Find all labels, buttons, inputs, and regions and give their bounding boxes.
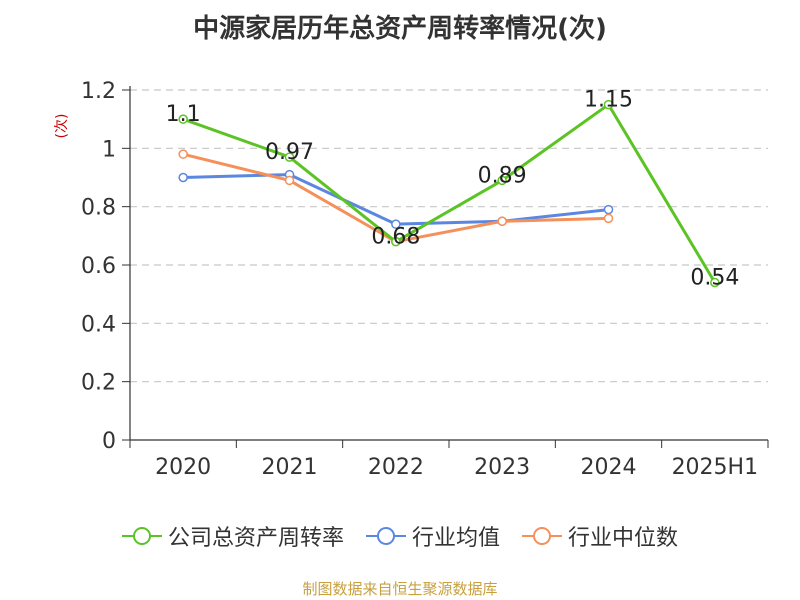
series-point-0 (284, 152, 295, 162)
y-tick-label: 0.8 (81, 196, 116, 221)
data-label: 1.1 (166, 102, 201, 127)
chart-title: 中源家居历年总资产周转率情况(次) (193, 14, 607, 44)
y-tick-label: 1 (102, 137, 116, 162)
series-point-0 (603, 99, 614, 110)
series-point-1 (391, 219, 401, 229)
x-tick-label: 2024 (581, 455, 637, 480)
data-label: 0.68 (371, 225, 420, 250)
legend-item-industry-mean[interactable]: 行业均值 (365, 520, 500, 552)
x-tick-label: 2025H1 (672, 455, 759, 480)
series-point-0 (497, 175, 507, 186)
chart-legend: 公司总资产周转率 行业均值 行业中位数 (0, 520, 800, 552)
legend-marker-industry-median (522, 527, 562, 545)
series-point-0 (178, 114, 188, 124)
series-point-0 (710, 277, 720, 288)
series-point-2 (603, 213, 614, 224)
series-point-1 (178, 172, 188, 183)
series-point-0 (391, 236, 401, 247)
x-tick-label: 2022 (368, 455, 424, 480)
data-source-note: 制图数据来自恒生聚源数据库 (302, 580, 498, 598)
legend-label-industry-median: 行业中位数 (568, 526, 679, 551)
x-tick-label: 2023 (474, 455, 530, 480)
x-tick-label: 2021 (262, 455, 318, 480)
y-tick-label: 0.4 (81, 312, 116, 337)
legend-label-industry-mean: 行业均值 (411, 526, 500, 551)
y-axis-unit-label: (次) (54, 114, 70, 139)
y-tick-label: 0.2 (81, 371, 116, 396)
legend-label-company: 公司总资产周转率 (167, 526, 344, 551)
y-tick-label: 0 (102, 429, 116, 454)
data-label: 1.15 (584, 88, 633, 113)
data-label: 0.89 (478, 163, 527, 188)
y-tick-label: 0.6 (81, 254, 116, 279)
x-tick-label: 2020 (155, 455, 211, 480)
series-point-2 (284, 175, 295, 186)
legend-item-industry-median[interactable]: 行业中位数 (522, 520, 678, 552)
series-line-0 (182, 103, 717, 284)
legend-item-company[interactable]: 公司总资产周转率 (121, 520, 344, 552)
legend-marker-industry-mean (365, 527, 406, 545)
y-tick-label: 1.2 (81, 79, 116, 104)
series-point-2 (178, 149, 188, 159)
data-label: 0.54 (690, 266, 739, 291)
series-line-1 (183, 173, 609, 226)
legend-marker-company (121, 527, 162, 545)
chart-plot: 0 0.2 0.4 0.6 0.8 1 1.2 (次) 2020 2021 2022 2023 2024… (54, 79, 769, 480)
series-point-2 (497, 216, 507, 226)
data-label: 0.97 (265, 140, 314, 165)
series-point-1 (603, 204, 614, 215)
